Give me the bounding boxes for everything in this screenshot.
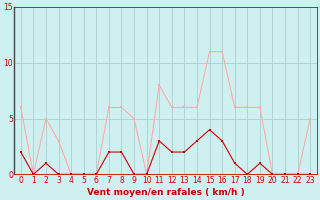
X-axis label: Vent moyen/en rafales ( km/h ): Vent moyen/en rafales ( km/h ) [87,188,244,197]
